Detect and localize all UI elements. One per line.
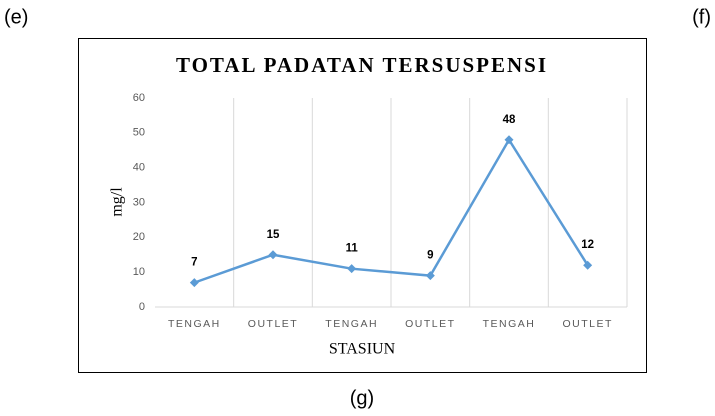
- panel-label: (e): [4, 6, 28, 28]
- x-tick-label: OUTLET: [562, 318, 612, 330]
- data-label: 48: [503, 114, 516, 126]
- x-tick-label: TENGAH: [168, 318, 221, 330]
- chart-frame: [78, 38, 647, 373]
- x-tick-label: OUTLET: [248, 318, 298, 330]
- data-marker: [504, 135, 514, 145]
- y-tick-label: 40: [133, 162, 145, 174]
- panel-label: (g): [350, 387, 374, 409]
- y-tick-label: 60: [133, 92, 145, 104]
- y-tick-label: 50: [133, 127, 145, 139]
- data-marker: [268, 250, 278, 260]
- y-tick-label: 20: [133, 231, 145, 243]
- data-label: 15: [267, 229, 280, 241]
- data-marker: [189, 278, 199, 288]
- data-label: 7: [191, 257, 197, 269]
- y-tick-label: 30: [133, 196, 145, 208]
- panel-label: (f): [692, 6, 711, 28]
- data-marker: [425, 271, 435, 281]
- data-marker: [347, 264, 357, 274]
- x-axis-title: STASIUN: [329, 341, 396, 358]
- y-tick-label: 0: [139, 301, 145, 313]
- chart-title: TOTAL PADATAN TERSUSPENSI: [176, 53, 548, 77]
- data-marker: [583, 260, 593, 270]
- x-tick-label: OUTLET: [405, 318, 455, 330]
- x-tick-label: TENGAH: [483, 318, 536, 330]
- data-label: 11: [346, 243, 359, 255]
- y-tick-label: 10: [133, 266, 145, 278]
- x-tick-label: TENGAH: [325, 318, 378, 330]
- y-axis-title: mg/l: [109, 187, 126, 217]
- data-label: 9: [427, 250, 433, 262]
- data-label: 12: [581, 239, 594, 251]
- series-line: [193, 137, 589, 284]
